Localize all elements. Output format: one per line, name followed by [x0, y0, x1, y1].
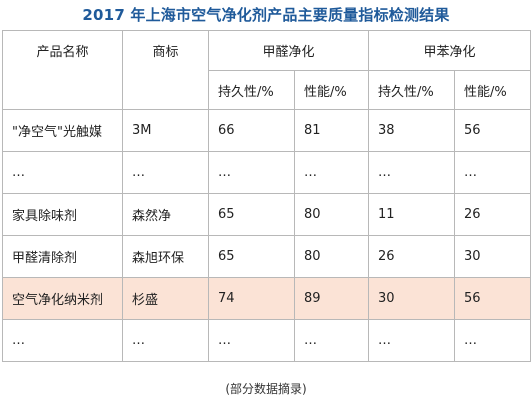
cell-benzene-durability: … — [368, 151, 456, 194]
cell-benzene-performance: … — [454, 319, 532, 362]
cell-hcho-durability: … — [208, 319, 295, 362]
cell-hcho-performance: … — [293, 319, 370, 362]
cell-product-name: … — [2, 151, 123, 194]
cell-benzene-performance: 30 — [454, 235, 532, 278]
page-title: 2017 年上海市空气净化剂产品主要质量指标检测结果 — [82, 6, 450, 24]
header-formaldehyde-group: 甲醛净化 — [207, 30, 370, 71]
cell-hcho-performance: 81 — [293, 109, 370, 152]
cell-hcho-durability: 65 — [208, 193, 295, 236]
cell-hcho-durability: 74 — [208, 277, 295, 320]
header-row-sub: 持久性/% 性能/% 持久性/% 性能/% — [3, 70, 532, 110]
cell-product-name: … — [2, 319, 123, 362]
header-benzene-durability: 持久性/% — [368, 70, 456, 110]
cell-hcho-durability: 66 — [208, 109, 295, 152]
cell-brand: 杉盛 — [122, 277, 209, 320]
table-row: "净空气"光触媒 3M 66 81 38 56 — [2, 109, 532, 152]
table-row: 家具除味剂 森然净 65 80 11 26 — [2, 193, 532, 236]
cell-benzene-performance: 56 — [454, 109, 532, 152]
cell-benzene-durability: 38 — [368, 109, 456, 152]
cell-brand: 森旭环保 — [122, 235, 209, 278]
cell-brand: 森然净 — [122, 193, 209, 236]
cell-hcho-performance: 80 — [293, 193, 370, 236]
footnote: (部分数据摘录) — [225, 382, 307, 396]
cell-benzene-durability: 11 — [368, 193, 456, 236]
cell-hcho-performance: 89 — [293, 277, 370, 320]
header-benzene-performance: 性能/% — [454, 70, 532, 110]
table-row: 甲醛清除剂 森旭环保 65 80 26 30 — [2, 235, 532, 278]
header-brand: 商标 — [122, 30, 209, 110]
cell-benzene-performance: … — [454, 151, 532, 194]
cell-hcho-durability: … — [208, 151, 295, 194]
header-hcho-durability: 持久性/% — [208, 70, 295, 110]
cell-benzene-performance: 26 — [454, 193, 532, 236]
cell-product-name: 甲醛清除剂 — [2, 235, 123, 278]
cell-benzene-durability: 26 — [368, 235, 456, 278]
cell-product-name: 家具除味剂 — [2, 193, 123, 236]
cell-product-name: "净空气"光触媒 — [2, 109, 123, 152]
cell-hcho-durability: 65 — [208, 235, 295, 278]
cell-benzene-durability: 30 — [368, 277, 456, 320]
cell-benzene-performance: 56 — [454, 277, 532, 320]
header-row-main: 产品名称 商标 甲醛净化 甲苯净化 — [2, 30, 532, 110]
table-row: ……………… — [2, 151, 532, 194]
cell-hcho-performance: … — [293, 151, 370, 194]
quality-results-table: 产品名称 商标 甲醛净化 甲苯净化 持久性/% 性能/% 持久性/% 性能/% … — [2, 30, 532, 362]
cell-product-name: 空气净化纳米剂 — [2, 277, 123, 320]
header-benzene-group: 甲苯净化 — [368, 30, 532, 71]
header-product-name: 产品名称 — [2, 30, 123, 110]
table-row: ……………… — [2, 319, 532, 362]
cell-benzene-durability: … — [368, 319, 456, 362]
table-row: 空气净化纳米剂 杉盛 74 89 30 56 — [2, 277, 532, 320]
header-hcho-performance: 性能/% — [293, 70, 370, 110]
cell-brand: … — [122, 151, 209, 194]
cell-hcho-performance: 80 — [293, 235, 370, 278]
cell-brand: … — [122, 319, 209, 362]
cell-brand: 3M — [122, 109, 209, 152]
